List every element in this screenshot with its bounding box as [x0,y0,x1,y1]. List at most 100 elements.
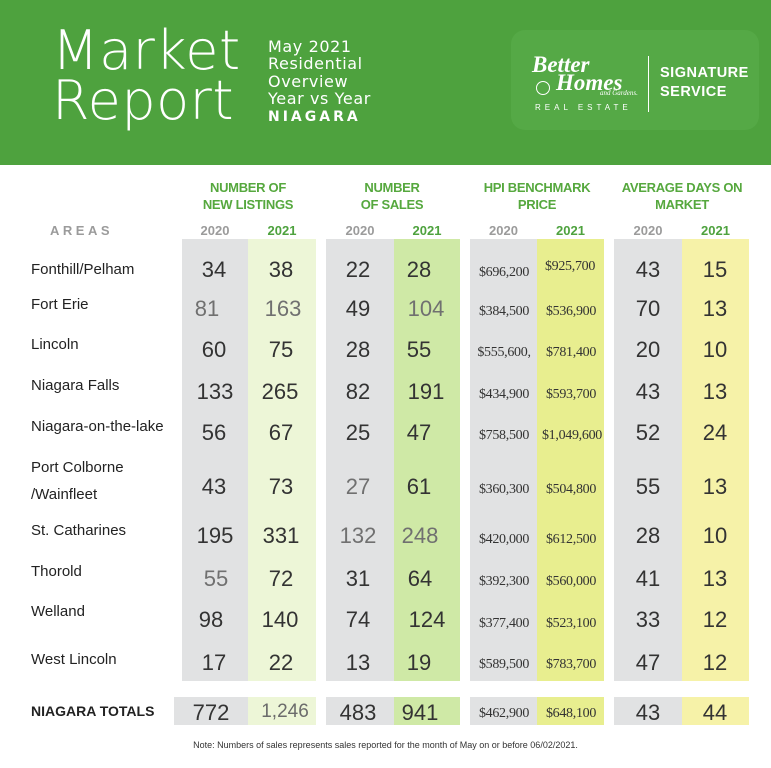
cell-value: 22 [345,257,371,282]
cell-value: 13 [702,296,728,321]
area-name-port-colborne: Port Colborne [31,459,124,476]
year-header-2020: 2020 [489,223,518,238]
col-bg-hpi-2020 [470,239,537,681]
region-label: NIAGARA [268,109,361,125]
total-value: 1,246 [261,701,309,722]
total-bg-hpi-2021 [537,697,604,725]
cell-price: $384,500 [478,304,530,319]
group-header-hpi-price: HPI BENCHMARK PRICE [467,179,607,213]
cell-value: 163 [264,296,302,321]
totals-label: NIAGARA TOTALS [31,703,155,719]
cell-value: 22 [268,650,294,675]
group-header-line: NUMBER [364,180,420,195]
group-header-sales: NUMBER OF SALES [322,179,462,213]
report-title-line2: Report [52,69,235,132]
cell-value: 52 [635,420,661,445]
cell-value: 55 [406,337,432,362]
brand-logo-text-2: Homes [556,70,623,95]
cell-value: 55 [203,566,229,591]
cell-value: 191 [407,379,445,404]
cell-value: 133 [196,379,234,404]
cell-value: 248 [401,523,439,548]
cell-value: 13 [345,650,371,675]
cell-value: 56 [201,420,227,445]
subtitle-line4: Year vs Year [268,89,371,108]
cell-price: $783,700 [545,657,597,672]
cell-value: 132 [339,523,377,548]
area-name-niagara-falls: Niagara Falls [31,377,120,394]
group-header-line: MARKET [655,197,709,212]
year-header-2020: 2020 [200,223,230,238]
cell-price: $360,300 [478,482,530,497]
cell-value: 104 [407,296,445,321]
cell-value: 43 [635,379,661,404]
cell-value: 12 [702,607,728,632]
brand-divider [648,56,649,112]
cell-value: 70 [635,296,661,321]
group-header-line: HPI BENCHMARK [483,180,591,195]
cell-value: 82 [345,379,371,404]
brand-logo-box [511,30,759,130]
col-bg-sales-2021 [394,239,460,681]
cell-value: 28 [406,257,432,282]
cell-price: $781,400 [545,345,597,360]
cell-value: 43 [635,257,661,282]
total-value: 772 [192,700,230,725]
cell-value: 61 [406,474,432,499]
cell-value: 10 [702,337,728,362]
cell-price: $420,000 [478,532,530,547]
brand-logo-text-3: and Gardens. [600,89,638,97]
cell-price: $555,600, [477,345,531,360]
area-name-st-catharines: St. Catharines [31,522,127,539]
cell-price: $536,900 [545,304,597,319]
group-header-line: OF SALES [360,197,424,212]
cell-value: 49 [345,296,371,321]
year-header-2021: 2021 [556,223,585,238]
total-bg-listings-2021 [248,697,316,725]
total-bg-days-2021 [682,697,749,725]
cell-value: 331 [262,523,300,548]
cell-value: 15 [702,257,728,282]
cell-value: 28 [635,523,661,548]
total-value: 941 [401,700,439,725]
cell-value: 73 [268,474,294,499]
cell-value: 34 [201,257,227,282]
total-value: 43 [635,700,661,725]
cell-value: 10 [702,523,728,548]
col-bg-listings-2021 [248,239,316,681]
year-header-2021: 2021 [267,223,297,238]
cell-value: 27 [345,474,371,499]
area-name-niagara-on-the-lake: Niagara-on-the-lake [31,418,164,435]
cell-value: 75 [268,337,294,362]
col-bg-days-2020 [614,239,682,681]
cell-value: 33 [635,607,661,632]
cell-value: 25 [345,420,371,445]
cell-price: $1,049,600 [541,428,602,443]
cell-value: 13 [702,566,728,591]
cell-value: 38 [268,257,294,282]
cell-value: 81 [194,296,220,321]
area-name-wainfleet: /Wainfleet [31,486,98,503]
subtitle-line1: May 2021 [268,37,352,56]
group-header-line: PRICE [517,197,557,212]
report-title-line1: Market [52,19,241,82]
area-name-thorold: Thorold [31,563,82,580]
cell-value: 47 [406,420,432,445]
service-label: SERVICE [660,84,727,100]
year-header-2020: 2020 [633,223,663,238]
group-header-line: NUMBER OF [209,180,287,195]
subtitle-line2: Residential [268,54,363,73]
cell-price: $523,100 [545,616,597,631]
total-bg-sales-2020 [326,697,394,725]
cell-value: 74 [345,607,371,632]
cell-price: $593,700 [545,387,597,402]
total-value: 483 [339,700,377,725]
cell-value: 31 [345,566,371,591]
group-header-line: NEW LISTINGS [202,197,294,212]
cell-price: $589,500 [478,657,530,672]
total-bg-sales-2021 [394,697,460,725]
area-name-lincoln: Lincoln [31,336,79,353]
leaf-icon [536,81,550,95]
area-name-welland: Welland [31,603,85,620]
footnote: Note: Numbers of sales represents sales … [193,740,578,750]
